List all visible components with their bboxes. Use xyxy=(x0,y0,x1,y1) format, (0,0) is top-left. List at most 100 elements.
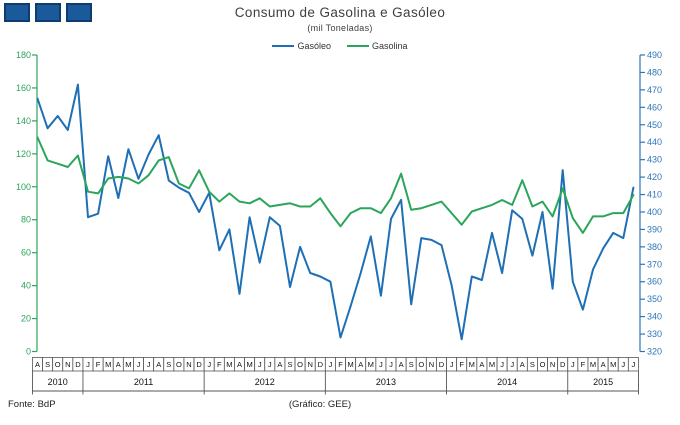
month-label: A xyxy=(399,360,404,369)
month-cell xyxy=(627,357,639,372)
right-axis-label: 460 xyxy=(647,102,662,112)
right-axis-label: 420 xyxy=(647,172,662,182)
month-label: F xyxy=(581,360,586,369)
month-label: D xyxy=(196,360,202,369)
month-label: A xyxy=(35,360,40,369)
footer-source: Fonte: BdP xyxy=(8,399,56,410)
month-label: J xyxy=(137,360,141,369)
right-axis-label: 480 xyxy=(647,67,662,77)
month-label: S xyxy=(287,360,292,369)
month-label: N xyxy=(65,360,70,369)
legend-item-gasolina: Gasolina xyxy=(347,41,408,51)
legend-item-gasoleo: Gasóleo xyxy=(272,41,331,51)
right-axis-label: 350 xyxy=(647,294,662,304)
month-label: A xyxy=(479,360,484,369)
month-label: N xyxy=(429,360,434,369)
month-label: D xyxy=(318,360,324,369)
left-axis-label: 0 xyxy=(26,347,31,357)
month-label: F xyxy=(96,360,101,369)
year-label: 2010 xyxy=(48,377,68,387)
legend-label: Gasóleo xyxy=(297,41,331,51)
month-label: D xyxy=(439,360,445,369)
month-label: M xyxy=(226,360,232,369)
month-label: D xyxy=(560,360,566,369)
year-label: 2014 xyxy=(497,377,517,387)
month-label: A xyxy=(601,360,606,369)
month-label: J xyxy=(258,360,262,369)
left-axis-label: 140 xyxy=(16,116,31,126)
month-label: O xyxy=(297,360,303,369)
month-label: J xyxy=(510,360,514,369)
month-label: M xyxy=(469,360,475,369)
left-axis-label: 180 xyxy=(16,50,31,60)
month-label: O xyxy=(540,360,546,369)
left-axis-label: 100 xyxy=(16,182,31,192)
month-label: A xyxy=(237,360,242,369)
left-axis-label: 20 xyxy=(21,314,31,324)
right-axis-label: 490 xyxy=(647,50,662,60)
logo-square-icon xyxy=(4,3,30,22)
month-label: J xyxy=(632,360,636,369)
month-label: J xyxy=(268,360,272,369)
right-axis-label: 450 xyxy=(647,120,662,130)
month-label: M xyxy=(489,360,495,369)
month-label: S xyxy=(166,360,171,369)
right-axis-label: 410 xyxy=(647,190,662,200)
month-label: J xyxy=(329,360,333,369)
month-label: M xyxy=(125,360,131,369)
chart-title: Consumo de Gasolina e Gasóleo xyxy=(234,5,446,20)
month-label: J xyxy=(379,360,383,369)
month-label: O xyxy=(55,360,61,369)
year-label: 2015 xyxy=(593,377,613,387)
right-axis-label: 370 xyxy=(647,259,662,269)
month-label: J xyxy=(207,360,211,369)
left-axis-label: 60 xyxy=(21,248,31,258)
chart-legend: Gasóleo Gasolina xyxy=(0,41,680,51)
legend-label: Gasolina xyxy=(372,41,408,51)
month-label: A xyxy=(358,360,363,369)
right-axis-label: 380 xyxy=(647,242,662,252)
month-label: A xyxy=(277,360,282,369)
month-label: S xyxy=(530,360,535,369)
month-label: A xyxy=(116,360,121,369)
logo-square-icon xyxy=(66,3,92,22)
logo-icon xyxy=(4,3,92,22)
month-label: F xyxy=(338,360,343,369)
right-axis-label: 330 xyxy=(647,329,662,339)
month-label: S xyxy=(409,360,414,369)
month-label: O xyxy=(176,360,182,369)
right-axis-label: 470 xyxy=(647,85,662,95)
month-label: O xyxy=(418,360,424,369)
right-axis-label: 430 xyxy=(647,155,662,165)
right-axis-label: 360 xyxy=(647,277,662,287)
month-label: N xyxy=(307,360,312,369)
month-label: F xyxy=(459,360,464,369)
gasleo-line xyxy=(36,83,635,341)
right-axis-label: 320 xyxy=(647,347,662,357)
left-axis-label: 80 xyxy=(21,215,31,225)
gasoleo-line-swatch xyxy=(272,44,295,48)
month-label: J xyxy=(147,360,151,369)
month-label: A xyxy=(520,360,525,369)
month-label: N xyxy=(186,360,191,369)
month-label: J xyxy=(621,360,625,369)
month-label: J xyxy=(571,360,575,369)
month-label: F xyxy=(217,360,222,369)
month-label: M xyxy=(368,360,374,369)
gasolina-line xyxy=(36,136,635,234)
chart-subtitle: (mil Toneladas) xyxy=(307,23,373,33)
month-label: J xyxy=(86,360,90,369)
gasolina-line-swatch xyxy=(347,44,369,48)
month-label: M xyxy=(590,360,596,369)
footer-credit: (Gráfico: GEE) xyxy=(288,399,352,410)
month-label: M xyxy=(347,360,353,369)
month-label: N xyxy=(550,360,555,369)
year-label: 2012 xyxy=(255,377,275,387)
year-label: 2013 xyxy=(376,377,396,387)
right-axis-label: 340 xyxy=(647,312,662,322)
right-axis-label: 400 xyxy=(647,207,662,217)
month-label: M xyxy=(610,360,616,369)
month-label: J xyxy=(500,360,504,369)
